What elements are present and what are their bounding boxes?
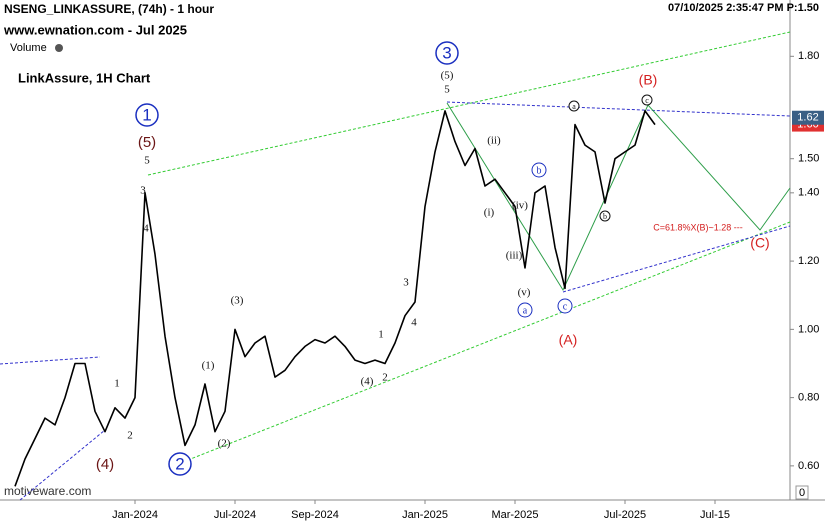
wave-label: 5 [444,84,450,96]
wave-label: 5 [144,155,150,167]
wave-label: (5) [138,134,156,151]
wave-label: a [523,305,528,316]
wave-circle [568,100,580,112]
wave-label: (3) [231,295,244,307]
wave-label: (iv) [512,200,528,212]
wave-label: b [537,165,542,176]
wave-label: 4 [143,223,149,235]
x-tick-label: Jan-2025 [402,509,448,521]
wave-label: (C) [750,235,769,251]
wave-circle [135,103,159,127]
wave-label: c [563,301,568,312]
wave-label: 2 [175,454,184,473]
wave-label: C=61.8%X(B)~1.28 --- [653,222,743,232]
wave-label: (ii) [487,135,501,147]
y-tick-label: 0.60 [798,460,819,472]
wave-label: 3 [140,185,146,197]
x-tick-label: Jul-2024 [214,509,256,521]
wave-label: b [603,212,607,221]
price-marker-label: 1.62 [797,112,818,124]
wave-label: (5) [441,70,454,82]
wave-label: 3 [442,43,451,62]
wave-label: (4) [361,376,374,388]
chart-title: LinkAssure, 1H Chart [18,70,151,85]
wave-circle [557,298,573,314]
wave-label: 1 [378,329,384,341]
wave-label: (B) [639,72,658,88]
settings-icon[interactable] [55,44,63,52]
price-line [14,110,656,487]
volume-tick-box [795,485,809,500]
wave-label: (iii) [506,250,523,262]
wave-label: (4) [96,456,114,473]
site: www.ewnation.com - Jul 2025 [3,22,187,37]
wave-label: a [572,102,576,111]
wave-label: 1 [142,105,151,124]
x-tick-label: Mar-2025 [491,509,538,521]
wave-circle [531,162,547,178]
y-tick-label: 1.20 [798,255,819,267]
wave-circle [599,210,611,222]
wave-label: (2) [218,438,231,450]
y-tick-label: 1.40 [798,187,819,199]
y-tick-label: 1.80 [798,50,819,62]
wave-circle [641,94,653,106]
wave-label: (i) [484,207,495,219]
wave-label: 2 [127,430,133,442]
wave-label: (v) [518,287,531,299]
wave-label: c [645,96,649,105]
wave-label: (A) [559,332,578,348]
y-tick-label: 1.00 [798,323,819,335]
x-tick-label: Jul-2025 [604,509,646,521]
y-tick-label: 1.50 [798,153,819,165]
symbol: NSENG_LINKASSURE, (74h) - 1 hour [4,2,214,16]
x-tick-label: Jul-15 [700,509,730,521]
x-tick-label: Jan-2024 [112,509,158,521]
timestamp: 07/10/2025 2:35:47 PM P:1.50 [668,2,819,14]
x-tick-label: Sep-2024 [291,509,339,521]
watermark: motiveware.com [4,484,91,498]
wave-label: 3 [403,277,409,289]
volume-tick-label: 0 [799,487,805,499]
price-marker [792,110,824,125]
wave-label: 1 [114,378,120,390]
wave-label: 4 [411,317,417,329]
wave-circle [435,41,459,65]
wave-label: 2 [382,372,388,384]
wave-label: (1) [202,360,215,372]
y-tick-label: 0.80 [798,392,819,404]
wave-circle [517,302,533,318]
wave-circle [168,452,192,476]
volume-label: Volume [10,42,47,54]
